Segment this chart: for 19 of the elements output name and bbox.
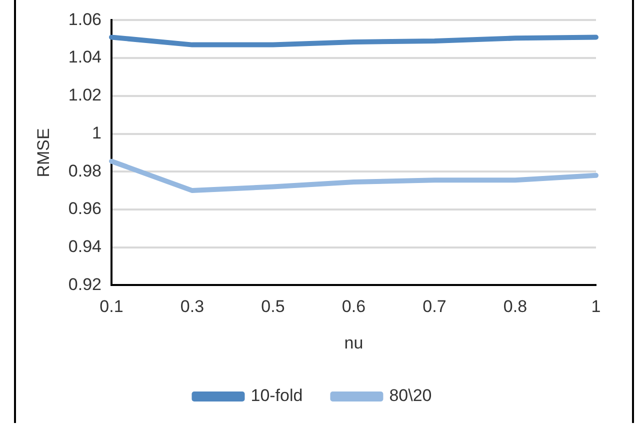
x-axis-title: nu [344, 333, 364, 352]
x-tick-label: 0.6 [342, 297, 366, 316]
y-tick-label: 1.02 [68, 86, 102, 105]
x-tick-label: 0.5 [261, 297, 285, 316]
x-tick-label: 0.1 [100, 297, 124, 316]
x-tick-label: 0.7 [422, 297, 446, 316]
x-tick-label: 0.3 [180, 297, 204, 316]
y-tick-label: 1.06 [68, 10, 102, 29]
y-axis-title: RMSE [34, 128, 53, 178]
y-tick-label: 0.92 [68, 274, 102, 294]
y-tick-label: 1.04 [68, 48, 102, 67]
y-tick-label: 0.96 [68, 199, 102, 218]
y-tick-label: 0.94 [68, 237, 102, 256]
y-tick-label: 0.98 [68, 161, 102, 180]
x-tick-label: 0.8 [503, 297, 528, 316]
legend-label: 10-fold [250, 386, 303, 406]
x-tick-label: 1 [591, 297, 601, 316]
legend-label: 80\20 [389, 386, 432, 406]
y-tick-label: 1 [92, 123, 102, 142]
